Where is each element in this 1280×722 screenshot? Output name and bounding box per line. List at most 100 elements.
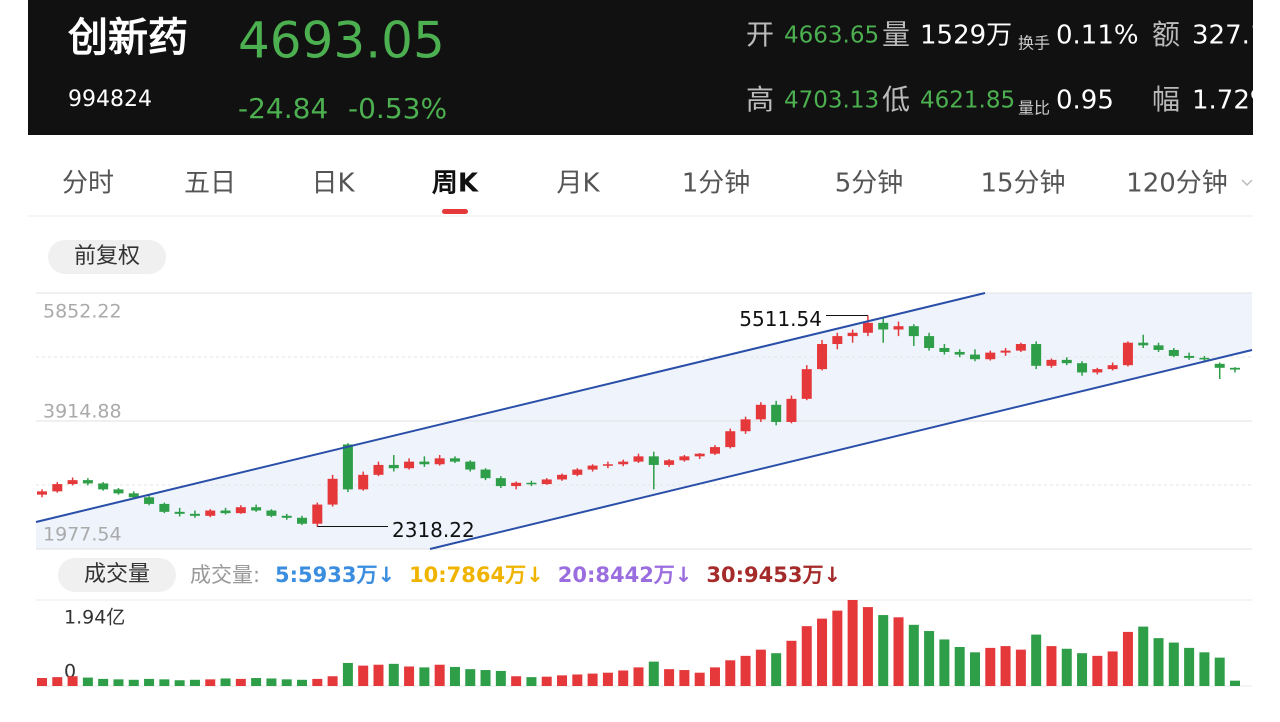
candle-body bbox=[541, 479, 552, 485]
volume-bar bbox=[664, 669, 675, 686]
stat-label: 换手 bbox=[1018, 34, 1050, 53]
tab[interactable]: 周K bbox=[432, 169, 479, 199]
volume-bar bbox=[526, 677, 537, 686]
candle-body bbox=[969, 354, 980, 360]
volume-pill[interactable] bbox=[58, 558, 176, 592]
y-tick-label: 1977.54 bbox=[43, 524, 122, 546]
candle-body bbox=[511, 482, 522, 487]
volume-bar bbox=[128, 679, 139, 686]
candle-body bbox=[1138, 342, 1149, 346]
stat-value: 0.95 bbox=[1056, 86, 1114, 116]
channel-lower bbox=[429, 349, 1253, 550]
tab[interactable]: 120分钟 bbox=[1126, 169, 1228, 199]
adjust-pill[interactable] bbox=[48, 240, 166, 274]
candle-body bbox=[878, 322, 889, 330]
tab[interactable]: 1分钟 bbox=[682, 169, 751, 199]
candle-body bbox=[1077, 363, 1088, 373]
tabs: 分时 五日 日K 周K 月K 1分钟 5分钟 15分钟 120分钟 bbox=[62, 169, 1228, 214]
stat-label: 高 bbox=[746, 83, 774, 116]
header-bg bbox=[28, 0, 1253, 135]
candle-body bbox=[801, 369, 812, 399]
volume-bar bbox=[1000, 646, 1011, 686]
tab[interactable]: 5分钟 bbox=[835, 169, 904, 199]
candle-body bbox=[281, 515, 292, 518]
tab[interactable]: 五日 bbox=[184, 169, 236, 199]
volume-bar bbox=[862, 607, 873, 686]
volume-bar bbox=[1199, 652, 1210, 686]
stat-label: 幅 bbox=[1152, 83, 1180, 116]
volume-bar bbox=[511, 676, 522, 686]
volume-bar bbox=[1031, 634, 1042, 686]
tab[interactable]: 15分钟 bbox=[980, 169, 1065, 199]
volume-bar bbox=[189, 679, 200, 686]
volume-bar bbox=[159, 679, 170, 686]
ma-legend: 30:9453万↓ bbox=[706, 563, 841, 587]
volume-bar bbox=[1153, 638, 1164, 686]
candle-body bbox=[832, 336, 843, 345]
volume-bar bbox=[434, 664, 445, 686]
candle-body bbox=[1184, 355, 1195, 358]
candle-body bbox=[358, 474, 369, 490]
stat-value: 1529万 bbox=[920, 21, 1012, 51]
annotation: 2318.22 bbox=[392, 518, 475, 542]
volume-bar bbox=[495, 670, 506, 686]
stat-label: 开 bbox=[746, 18, 774, 51]
stat-value: 0.11% bbox=[1056, 21, 1139, 51]
volume-bar bbox=[1168, 642, 1179, 686]
candle-body bbox=[771, 404, 782, 422]
ma-legend: 20:8442万↓ bbox=[558, 563, 693, 587]
candle-body bbox=[740, 419, 751, 432]
candle-body bbox=[1107, 365, 1118, 370]
candle-body bbox=[235, 507, 246, 514]
dropdown-icon bbox=[1241, 179, 1253, 187]
candle-body bbox=[1199, 357, 1210, 360]
volume-bar bbox=[1122, 631, 1133, 686]
volume-legend-title: 成交量: bbox=[190, 563, 260, 587]
candle-body bbox=[954, 351, 965, 355]
volume-bar bbox=[1138, 626, 1149, 686]
volume-bar bbox=[648, 661, 659, 686]
y-tick-label: 3914.88 bbox=[43, 401, 122, 423]
volume-bar bbox=[266, 678, 277, 686]
stock-name: 创新药 bbox=[68, 15, 188, 61]
candle-body bbox=[297, 517, 308, 524]
candle-body bbox=[480, 469, 491, 479]
volume-bar bbox=[985, 647, 996, 686]
volume-bar bbox=[847, 600, 858, 686]
candle-body bbox=[1230, 367, 1240, 370]
volume-bar bbox=[419, 667, 430, 686]
tab[interactable]: 日K bbox=[311, 169, 355, 199]
volume-bar bbox=[465, 669, 476, 686]
candle-body bbox=[709, 447, 720, 454]
volume-bar bbox=[373, 664, 384, 686]
candle-body bbox=[1000, 350, 1011, 353]
candle-body bbox=[388, 464, 399, 469]
candle-body bbox=[1214, 363, 1225, 368]
ma-legend: 10:7864万↓ bbox=[409, 563, 544, 587]
volume-bar bbox=[694, 672, 705, 686]
volume-bar bbox=[297, 679, 308, 686]
tab[interactable]: 月K bbox=[556, 169, 600, 199]
candle-body bbox=[52, 484, 63, 492]
candle-body bbox=[404, 461, 415, 469]
volume-bar bbox=[633, 667, 644, 686]
candle-body bbox=[342, 444, 353, 490]
candle-body bbox=[220, 510, 231, 514]
stat-value: 4621.85 bbox=[920, 88, 1015, 114]
volume-bar bbox=[725, 660, 736, 686]
tab[interactable]: 分时 bbox=[62, 169, 114, 199]
candle-body bbox=[266, 510, 277, 516]
ma-legend: 5:5933万↓ bbox=[275, 563, 395, 587]
candle-body bbox=[113, 489, 124, 494]
candle-body bbox=[159, 503, 170, 512]
volume-bar bbox=[281, 679, 292, 686]
volume-bar bbox=[1046, 646, 1057, 686]
volume-bar bbox=[251, 678, 262, 686]
candle-body bbox=[1122, 342, 1133, 366]
candle-body bbox=[602, 464, 613, 466]
candle-body bbox=[939, 347, 950, 352]
volume-bar bbox=[755, 649, 766, 686]
candle-body bbox=[618, 461, 629, 465]
